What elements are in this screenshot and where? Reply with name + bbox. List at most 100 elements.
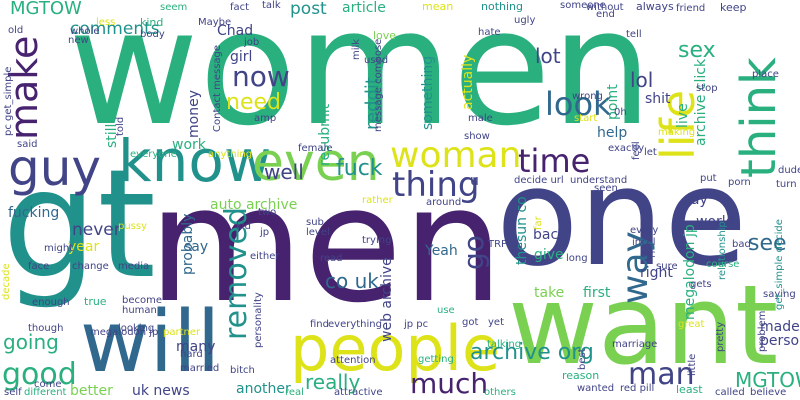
word: back [533, 227, 567, 243]
word: say [184, 239, 209, 255]
word: change [72, 261, 109, 272]
word: whole [70, 26, 100, 37]
word: pretty [715, 321, 726, 352]
word: come [34, 379, 62, 390]
word: go [457, 235, 490, 270]
word: really [305, 370, 361, 394]
word: let [644, 147, 657, 158]
word: want [508, 261, 779, 389]
word: wanted [577, 383, 615, 394]
word: everything [328, 319, 382, 330]
word: u [470, 173, 479, 189]
word: need [226, 90, 281, 115]
word: kid [236, 221, 251, 232]
word: partner [163, 327, 201, 338]
word: jp pc [404, 319, 429, 330]
word: become [122, 295, 163, 306]
word: year [68, 239, 100, 255]
word: self [4, 387, 22, 398]
word: fact [230, 2, 250, 13]
word: fuck [336, 156, 383, 181]
word: 0h [614, 107, 627, 118]
word: job [244, 37, 260, 48]
word: married [180, 363, 220, 374]
word: man [628, 357, 695, 392]
word: fucking [8, 205, 60, 221]
word: MGTOW [735, 368, 800, 392]
word: male [468, 113, 493, 124]
word: start [574, 113, 598, 124]
word: female [298, 143, 333, 154]
word: guy [8, 139, 102, 197]
word: though [28, 323, 64, 334]
word: human [122, 305, 157, 316]
word: anything [208, 149, 253, 160]
word: jp [260, 227, 270, 238]
word: rather [362, 195, 393, 206]
word: sure [656, 261, 678, 272]
word: person [760, 333, 800, 349]
word: feel [631, 141, 642, 160]
word: much [410, 367, 489, 400]
word: called [715, 387, 745, 398]
word: first [583, 285, 611, 301]
word: decide url [514, 175, 564, 186]
word: incel [632, 237, 656, 248]
word: Chad [217, 23, 254, 39]
word: problem [757, 310, 768, 352]
word: looking [118, 323, 155, 334]
word: even [252, 133, 380, 193]
word: shit [645, 91, 671, 107]
word: keep [720, 1, 747, 14]
word: article [342, 0, 386, 16]
word: hate [478, 27, 501, 38]
word: gets [690, 279, 712, 290]
word: seen [594, 183, 618, 194]
word: might [44, 243, 74, 254]
word: bitch [230, 365, 255, 376]
word: enough [32, 297, 70, 308]
word: work [172, 137, 206, 153]
word: two [258, 207, 277, 218]
word: red pill [620, 383, 655, 394]
word: message compose [373, 38, 384, 132]
word: ugly [514, 15, 536, 26]
word: getting [418, 354, 454, 365]
word: read [320, 253, 343, 264]
word: well [264, 160, 304, 184]
word: find [310, 319, 329, 330]
word: others [484, 387, 516, 398]
word: sub [306, 217, 324, 228]
word: decade [1, 263, 12, 300]
word: everyone [130, 149, 177, 160]
word: media [118, 261, 150, 272]
word: least [676, 383, 703, 396]
word: lot [535, 44, 561, 68]
word: marriage [612, 339, 658, 350]
word: co uk [325, 269, 379, 293]
word: told [115, 116, 126, 136]
word: turn [776, 179, 797, 190]
word: another [236, 381, 291, 397]
word: going [3, 330, 59, 354]
word: hard [180, 349, 203, 360]
word: post [290, 0, 327, 19]
word: believe [750, 387, 787, 398]
word: probably [180, 213, 196, 275]
word: best [577, 348, 588, 370]
word: people [290, 312, 501, 385]
word: understand [570, 175, 628, 186]
word: wrong [572, 91, 603, 102]
word: Maybe [198, 17, 232, 28]
word: auto archive [210, 197, 298, 213]
word: MGTOW [10, 0, 82, 19]
word: live [675, 103, 691, 128]
word: give [534, 247, 564, 263]
word: help [597, 125, 628, 141]
word: got [462, 317, 479, 328]
word: see [748, 231, 787, 256]
word: every [630, 225, 659, 236]
word: different [24, 387, 67, 398]
word: something [420, 55, 436, 130]
